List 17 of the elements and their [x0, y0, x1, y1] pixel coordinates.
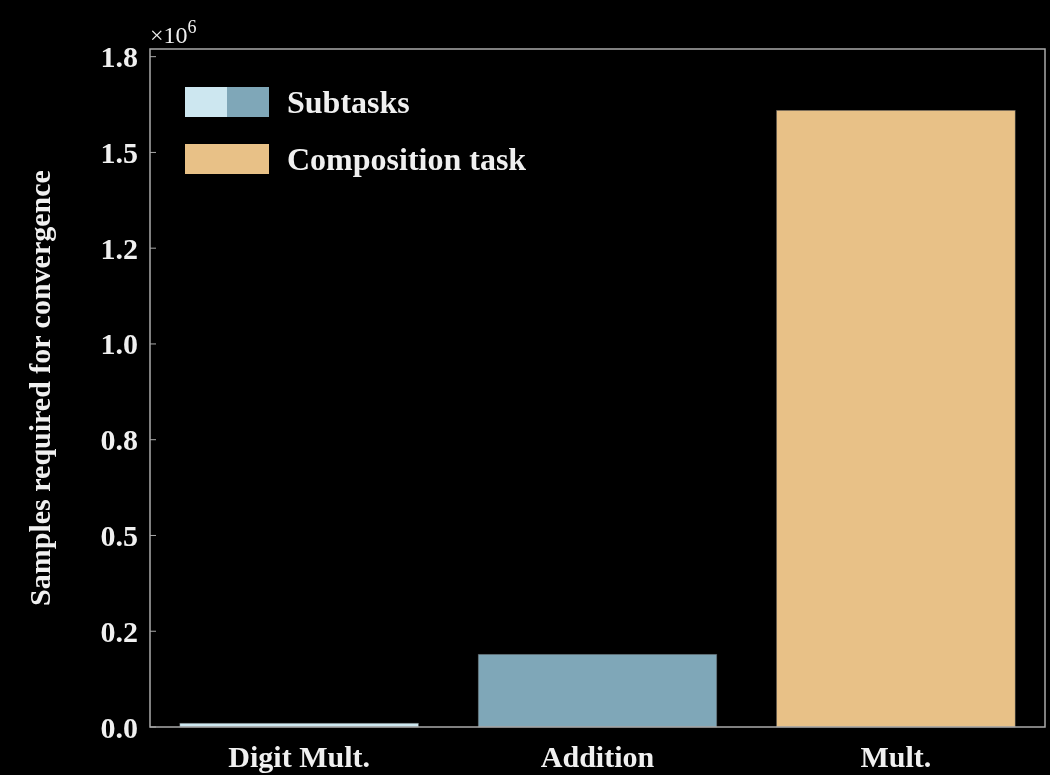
y-tick-label: 0.8 — [100, 423, 138, 457]
text: ×10$^{6}$ — [150, 17, 197, 48]
legend-label: Subtasks — [287, 84, 410, 121]
y-tick-label: 0.0 — [100, 710, 138, 744]
y-tick-label: 1.0 — [100, 327, 138, 361]
bar — [477, 653, 718, 728]
y-tick-label: 1.5 — [100, 135, 138, 169]
x-tick-label: Mult. — [860, 740, 932, 773]
y-tick-label: 1.2 — [100, 231, 138, 265]
x-tick-label: Addition — [540, 740, 655, 773]
x-tick-label: Digit Mult. — [228, 740, 370, 773]
legend-label: Composition task — [287, 141, 527, 178]
y-axis-title: Samples required for convergence — [23, 170, 56, 606]
y-tick-label: 0.2 — [100, 614, 138, 648]
y-tick-label: 0.5 — [100, 518, 138, 552]
y-tick-label: 1.8 — [100, 40, 138, 74]
bar — [776, 110, 1016, 728]
